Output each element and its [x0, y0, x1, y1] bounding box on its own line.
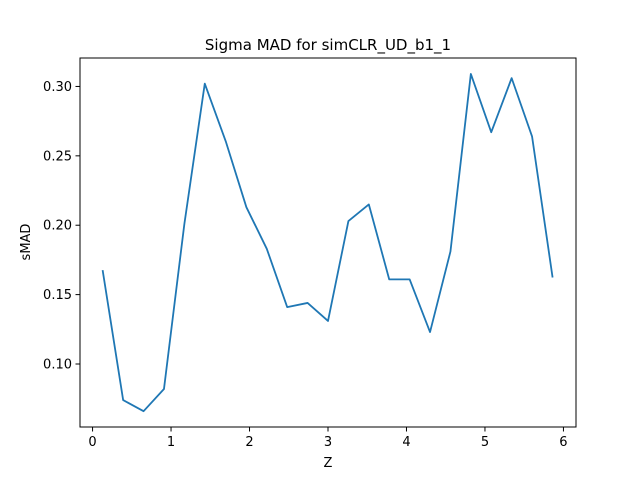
- y-tick-label: 0.25: [43, 149, 72, 164]
- series-line-0: [101, 73, 554, 413]
- y-tick-label: 0.30: [43, 80, 72, 95]
- x-tick-label: 5: [481, 435, 489, 450]
- x-tick-label: 6: [559, 435, 567, 450]
- x-tick-label: 2: [245, 435, 253, 450]
- chart-title: Sigma MAD for simCLR_UD_b1_1: [205, 36, 451, 55]
- y-tick-label: 0.15: [43, 288, 72, 303]
- y-tick-label: 0.20: [43, 219, 72, 234]
- plot-area: [101, 73, 554, 413]
- y-tick-label: 0.10: [43, 357, 72, 372]
- axes: 0 1 2 3 4 5 6 0.10 0.15 0.20 0.25 0.30: [43, 57, 577, 450]
- x-tick-label: 0: [88, 435, 96, 450]
- x-tick-label: 4: [402, 435, 410, 450]
- x-tick-label: 3: [324, 435, 332, 450]
- x-tick-label: 1: [167, 435, 175, 450]
- y-axis-label: sMAD: [19, 224, 34, 261]
- x-axis-label: Z: [324, 456, 333, 471]
